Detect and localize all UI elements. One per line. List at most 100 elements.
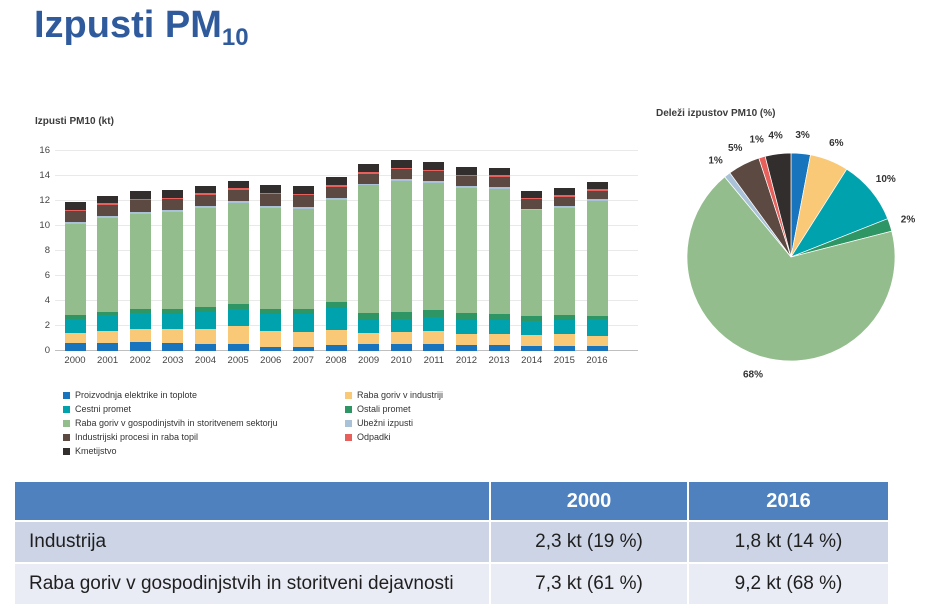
bar-segment	[195, 194, 216, 206]
bar-segment	[97, 217, 119, 312]
bar-2003	[162, 190, 184, 351]
bar-segment	[423, 182, 445, 311]
bar-segment	[162, 342, 184, 351]
gridline-y6	[55, 275, 638, 276]
bar-segment	[97, 311, 119, 316]
x-tick-label: 2007	[292, 355, 314, 366]
legend-label: Cestni promet	[75, 404, 132, 414]
bar-segment	[195, 193, 216, 195]
x-tick-label: 2002	[129, 355, 151, 366]
summary-table: 2000 2016 Industrija 2,3 kt (19 %) 1,8 kt (1…	[15, 482, 892, 604]
legend-item: Proizvodnja elektrike in toplote	[63, 388, 345, 402]
bar-segment	[423, 331, 445, 344]
gridline-y4	[55, 300, 638, 301]
bar-2009	[358, 164, 380, 351]
bar-segment	[129, 198, 151, 201]
bar-segment	[260, 309, 282, 315]
pie-slice-label: 2%	[901, 215, 916, 226]
bar-2005	[227, 180, 249, 351]
bar-segment	[325, 345, 347, 351]
bar-segment	[260, 192, 282, 195]
bar-segment	[521, 346, 543, 351]
bar-segment	[456, 174, 477, 176]
bar-segment	[553, 207, 575, 316]
bar-segment	[488, 344, 510, 351]
table-cell: 7,3 kt (61 %)	[491, 564, 687, 604]
bar-segment	[325, 329, 347, 346]
legend-item: Raba goriv v industriji	[345, 388, 443, 402]
x-tick-label: 2004	[194, 355, 217, 366]
table-row-label: Industrija	[15, 522, 489, 562]
table-row-label: Raba goriv v gospodinjstvih in storitven…	[15, 564, 489, 604]
bar-segment	[586, 199, 608, 201]
legend-item: Ostali promet	[345, 402, 443, 416]
bar-segment	[292, 346, 314, 351]
bar-segment	[227, 309, 249, 326]
bar-segment	[64, 224, 86, 316]
bar-segment	[423, 310, 445, 318]
table-cell: 2,3 kt (19 %)	[491, 522, 687, 562]
bar-segment	[423, 169, 445, 171]
bar-segment	[162, 209, 184, 212]
y-tick-label: 12	[39, 195, 50, 206]
bar-segment	[97, 203, 119, 205]
pie-slice-label: 4%	[768, 131, 783, 142]
bar-segment	[129, 342, 151, 351]
table-header-2016: 2016	[689, 482, 888, 520]
bar-segment	[64, 332, 86, 343]
bar-segment	[260, 194, 282, 206]
bar-segment	[195, 306, 216, 312]
bar-segment	[227, 180, 249, 189]
bar-segment	[195, 328, 216, 344]
bar-segment	[292, 332, 314, 347]
bar-segment	[456, 187, 477, 313]
bar-segment	[390, 181, 412, 313]
bar-chart-legend: Proizvodnja elektrike in toplote Cestni p…	[63, 388, 443, 458]
legend-item: Ubežni izpusti	[345, 416, 443, 430]
gridline-y16	[55, 150, 638, 151]
x-tick-label: 2010	[390, 355, 412, 366]
legend-swatch-icon	[63, 447, 70, 455]
bar-segment	[521, 334, 543, 346]
bar-segment	[260, 185, 282, 193]
legend-item: Kmetijstvo	[63, 444, 345, 458]
gridline-y2	[55, 325, 638, 326]
bar-segment	[129, 211, 151, 214]
bar-segment	[292, 193, 314, 196]
bar-segment	[423, 343, 445, 351]
x-tick-label: 2001	[97, 355, 119, 366]
x-tick-label: 2015	[553, 355, 575, 366]
bar-segment	[586, 319, 608, 336]
bar-segment	[260, 206, 282, 208]
bar-segment	[162, 190, 184, 198]
bar-segment	[553, 346, 575, 351]
bar-segment	[586, 200, 608, 316]
legend-item: Odpadki	[345, 430, 443, 444]
x-tick-label: 2006	[260, 355, 282, 366]
bar-segment	[553, 188, 575, 196]
bar-segment	[260, 314, 282, 331]
bar-segment	[586, 182, 608, 190]
y-tick-label: 4	[44, 295, 50, 306]
bar-segment	[553, 196, 575, 206]
bar-segment	[553, 334, 575, 346]
bar-segment	[162, 328, 184, 343]
y-tick-label: 2	[44, 320, 50, 331]
bar-segment	[521, 321, 543, 335]
bar-segment	[129, 328, 151, 343]
legend-column: Raba goriv v industriji Ostali promet Ubež…	[345, 388, 443, 458]
bar-segment	[358, 312, 380, 321]
bar-segment	[390, 332, 412, 345]
bar-segment	[390, 167, 412, 170]
bar-segment	[325, 302, 347, 308]
bar-segment	[553, 315, 575, 321]
legend-swatch-icon	[345, 433, 352, 441]
bar-segment	[97, 331, 119, 343]
bar-segment	[195, 207, 216, 307]
bar-segment	[64, 211, 86, 223]
bar-segment	[97, 204, 119, 216]
bar-segment	[390, 169, 412, 180]
table-cell: 9,2 kt (68 %)	[689, 564, 888, 604]
bar-segment	[129, 191, 151, 199]
legend-label: Proizvodnja elektrike in toplote	[75, 390, 198, 400]
